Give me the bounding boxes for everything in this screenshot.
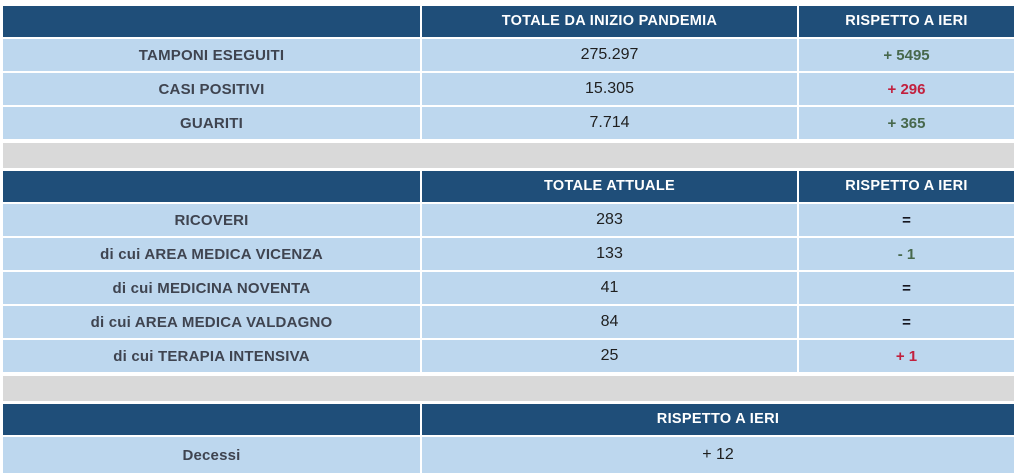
header-totale-attuale: TOTALE ATTUALE	[422, 171, 797, 202]
row-value: + 12	[422, 437, 1014, 473]
row-label: RICOVERI	[3, 204, 420, 236]
row-delta: + 5495	[799, 39, 1014, 71]
table-pandemic-totals: TOTALE DA INIZIO PANDEMIA RISPETTO A IER…	[3, 6, 1014, 139]
row-label: Decessi	[3, 437, 420, 473]
row-label: di cui MEDICINA NOVENTA	[3, 272, 420, 304]
row-value: 41	[422, 272, 797, 304]
header-cell-empty	[3, 6, 420, 37]
row-delta: =	[799, 306, 1014, 338]
row-delta: + 296	[799, 73, 1014, 105]
row-delta: + 1	[799, 340, 1014, 372]
header-cell-empty	[3, 171, 420, 202]
row-label: di cui AREA MEDICA VALDAGNO	[3, 306, 420, 338]
row-label: GUARITI	[3, 107, 420, 139]
row-value: 25	[422, 340, 797, 372]
header-totale-da-inizio-pandemia: TOTALE DA INIZIO PANDEMIA	[422, 6, 797, 37]
row-value: 7.714	[422, 107, 797, 139]
row-delta: =	[799, 272, 1014, 304]
row-value: 84	[422, 306, 797, 338]
header-rispetto-a-ieri: RISPETTO A IERI	[422, 404, 1014, 435]
spacer-band	[3, 376, 1014, 401]
header-rispetto-a-ieri: RISPETTO A IERI	[799, 171, 1014, 202]
row-delta: =	[799, 204, 1014, 236]
row-label: CASI POSITIVI	[3, 73, 420, 105]
row-label: TAMPONI ESEGUITI	[3, 39, 420, 71]
table-current-hospitalizations: TOTALE ATTUALE RISPETTO A IERI RICOVERI 2…	[3, 171, 1014, 372]
spacer-band	[3, 143, 1014, 168]
row-delta: + 365	[799, 107, 1014, 139]
row-value: 283	[422, 204, 797, 236]
row-value: 275.297	[422, 39, 797, 71]
table-deaths: RISPETTO A IERI Decessi + 12	[3, 404, 1014, 473]
row-label: di cui AREA MEDICA VICENZA	[3, 238, 420, 270]
row-delta: - 1	[799, 238, 1014, 270]
header-cell-empty	[3, 404, 420, 435]
row-label: di cui TERAPIA INTENSIVA	[3, 340, 420, 372]
row-value: 133	[422, 238, 797, 270]
header-rispetto-a-ieri: RISPETTO A IERI	[799, 6, 1014, 37]
row-value: 15.305	[422, 73, 797, 105]
